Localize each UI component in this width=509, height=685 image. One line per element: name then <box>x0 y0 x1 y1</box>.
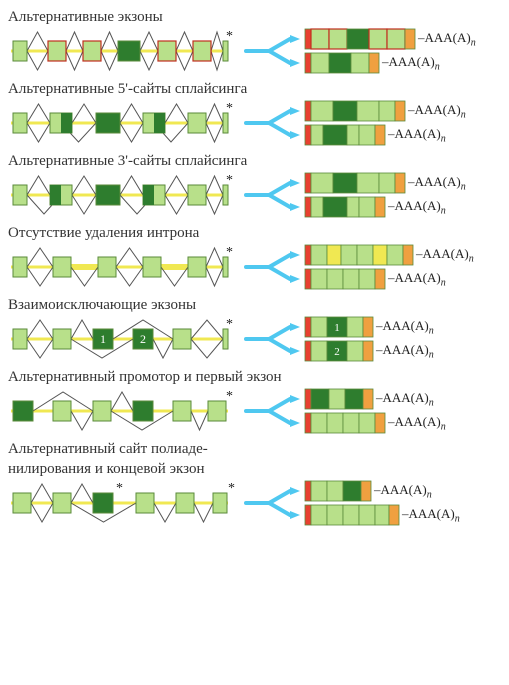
mrna-product <box>304 28 416 50</box>
gene-diagram: ** <box>8 480 240 526</box>
mrna-product: 2 <box>304 340 374 362</box>
arrow-split-icon <box>244 244 300 290</box>
splicing-row: Альтернативные 5'-сайты сплайсинга * –AAA(… <box>8 80 501 146</box>
arrow-split-icon <box>244 388 300 434</box>
polya-label: –AAA(A)n <box>418 30 476 49</box>
arrow-split-icon <box>244 316 300 362</box>
product-row: 2 –AAA(A)n <box>304 340 434 362</box>
row-title: Альтернативные 3'-сайты сплайсинга <box>8 152 501 170</box>
mrna-product <box>304 244 414 266</box>
polya-label: –AAA(A)n <box>388 198 446 217</box>
polya-label: –AAA(A)n <box>388 126 446 145</box>
gene-diagram: * <box>8 388 240 434</box>
row-title: Альтернативный промотор и первый экзон <box>8 368 501 386</box>
mrna-product <box>304 412 386 434</box>
polya-label: –AAA(A)n <box>408 174 466 193</box>
gene-diagram: * <box>8 28 240 74</box>
products-column: 1 –AAA(A)n 2 –AAA(A)n <box>304 316 434 362</box>
arrow-split-icon <box>244 172 300 218</box>
svg-text:2: 2 <box>334 346 340 358</box>
products-column: –AAA(A)n –AAA(A)n <box>304 244 474 290</box>
mrna-product: 1 <box>304 316 374 338</box>
polya-label: –AAA(A)n <box>388 414 446 433</box>
row-title: Альтернативный сайт полиаде- <box>8 440 501 458</box>
polya-label: –AAA(A)n <box>402 506 460 525</box>
polya-label: –AAA(A)n <box>408 102 466 121</box>
mrna-product <box>304 52 380 74</box>
products-column: –AAA(A)n –AAA(A)n <box>304 100 466 146</box>
product-row: –AAA(A)n <box>304 504 460 526</box>
svg-text:*: * <box>226 173 233 188</box>
products-column: –AAA(A)n –AAA(A)n <box>304 480 460 526</box>
mrna-product <box>304 388 374 410</box>
splicing-row: Отсутствие удаления интрона*–AAA(A)n–AAA… <box>8 224 501 290</box>
gene-diagram: 1 2 * <box>8 316 240 362</box>
polya-label: –AAA(A)n <box>376 318 434 337</box>
svg-text:*: * <box>226 29 233 44</box>
mrna-product <box>304 196 386 218</box>
svg-text:*: * <box>226 389 233 404</box>
mrna-product <box>304 504 400 526</box>
product-row: –AAA(A)n <box>304 124 466 146</box>
product-row: –AAA(A)n <box>304 480 460 502</box>
svg-text:*: * <box>226 245 233 260</box>
polya-label: –AAA(A)n <box>416 246 474 265</box>
product-row: –AAA(A)n <box>304 196 466 218</box>
product-row: –AAA(A)n <box>304 244 474 266</box>
splicing-row: Взаимоисключающие экзоны 1 2 * 1 –AAA(A)n 2 –AA… <box>8 296 501 362</box>
splicing-row: Альтернативный сайт полиаде-нилирования … <box>8 440 501 526</box>
product-row: –AAA(A)n <box>304 100 466 122</box>
svg-text:1: 1 <box>334 322 340 334</box>
diagram-line: * –AAA(A)n –AAA(A)n <box>8 172 501 218</box>
row-title: Взаимоисключающие экзоны <box>8 296 501 314</box>
mrna-product <box>304 100 406 122</box>
arrow-split-icon <box>244 480 300 526</box>
row-title: Альтернативные 5'-сайты сплайсинга <box>8 80 501 98</box>
mrna-product <box>304 124 386 146</box>
product-row: –AAA(A)n <box>304 172 466 194</box>
gene-diagram: * <box>8 100 240 146</box>
gene-diagram: * <box>8 244 240 290</box>
polya-label: –AAA(A)n <box>388 270 446 289</box>
polya-label: –AAA(A)n <box>376 342 434 361</box>
mrna-product <box>304 480 372 502</box>
products-column: –AAA(A)n –AAA(A)n <box>304 388 446 434</box>
polya-label: –AAA(A)n <box>374 482 432 501</box>
mrna-product <box>304 268 386 290</box>
splicing-row: Альтернативные 3'-сайты сплайсинга * –AAA(… <box>8 152 501 218</box>
arrow-split-icon <box>244 100 300 146</box>
product-row: –AAA(A)n <box>304 28 476 50</box>
product-row: –AAA(A)n <box>304 268 474 290</box>
product-row: –AAA(A)n <box>304 388 446 410</box>
svg-text:*: * <box>226 101 233 116</box>
products-column: –AAA(A)n –AAA(A)n <box>304 28 476 74</box>
svg-text:2: 2 <box>140 332 146 346</box>
arrow-split-icon <box>244 28 300 74</box>
product-row: –AAA(A)n <box>304 52 476 74</box>
product-row: –AAA(A)n <box>304 412 446 434</box>
splicing-row: Альтернативный промотор и первый экзон * –… <box>8 368 501 434</box>
row-title: Альтернативные экзоны <box>8 8 501 26</box>
product-row: 1 –AAA(A)n <box>304 316 434 338</box>
row-title: нилирования и концевой экзон <box>8 460 501 478</box>
svg-text:*: * <box>228 481 235 496</box>
diagram-line: * –AAA(A)n –AAA(A)n <box>8 28 501 74</box>
diagram-line: * –AAA(A)n –AAA(A)n <box>8 244 501 290</box>
splicing-row: Альтернативные экзоны * –AAA(A)n –AAA(A)n <box>8 8 501 74</box>
diagram-line: * –AAA(A)n –AAA(A)n <box>8 100 501 146</box>
products-column: –AAA(A)n –AAA(A)n <box>304 172 466 218</box>
diagram-line: **–AAA(A)n–AAA(A)n <box>8 480 501 526</box>
svg-text:*: * <box>116 481 123 496</box>
diagram-line: 1 2 * 1 –AAA(A)n 2 –AAA(A)n <box>8 316 501 362</box>
polya-label: –AAA(A)n <box>376 390 434 409</box>
svg-text:1: 1 <box>100 332 106 346</box>
svg-text:*: * <box>226 317 233 332</box>
diagram-line: * –AAA(A)n –AAA(A)n <box>8 388 501 434</box>
gene-diagram: * <box>8 172 240 218</box>
polya-label: –AAA(A)n <box>382 54 440 73</box>
mrna-product <box>304 172 406 194</box>
row-title: Отсутствие удаления интрона <box>8 224 501 242</box>
